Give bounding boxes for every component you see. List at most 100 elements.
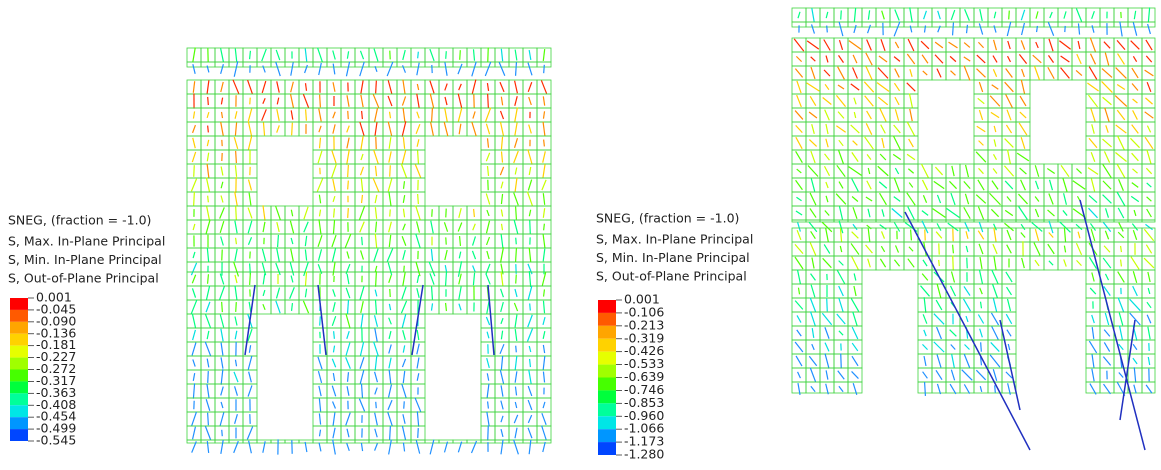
stress-arrow — [1104, 384, 1111, 394]
stress-arrow — [949, 42, 958, 48]
stress-arrow — [1007, 110, 1011, 121]
stress-arrow — [1061, 56, 1070, 62]
stress-arrow — [867, 111, 872, 119]
stress-arrow — [361, 250, 364, 259]
stress-arrow — [1036, 181, 1039, 189]
stress-arrow — [994, 12, 996, 19]
mesh-cell — [257, 440, 271, 443]
stress-arrow — [893, 154, 901, 159]
stress-arrow — [895, 69, 900, 78]
stress-arrow — [909, 139, 914, 147]
stress-arrow — [811, 57, 816, 61]
stress-arrow — [796, 211, 802, 215]
stress-arrow — [991, 209, 998, 216]
stress-arrow — [389, 358, 391, 369]
stress-arrow — [248, 356, 252, 370]
stress-arrow — [208, 97, 209, 105]
stress-arrow — [880, 225, 887, 230]
stress-arrow — [417, 221, 420, 232]
stress-arrow — [1145, 112, 1154, 118]
stress-arrow — [460, 50, 461, 60]
stress-arrow — [291, 94, 294, 107]
stress-arrow — [868, 259, 871, 268]
stress-arrow — [249, 345, 250, 352]
stress-arrow — [403, 414, 405, 424]
mesh-cell — [509, 440, 523, 443]
stress-arrow — [472, 62, 476, 77]
stress-arrow — [360, 206, 365, 219]
stress-arrow — [839, 261, 844, 266]
stress-arrow — [1133, 230, 1136, 240]
stress-arrow — [332, 151, 336, 164]
mesh-cell — [834, 220, 848, 222]
stress-arrow — [193, 359, 195, 366]
stress-arrow — [306, 109, 307, 120]
stress-arrow — [877, 83, 889, 92]
mesh-cell — [257, 62, 271, 67]
stress-arrow — [221, 343, 223, 356]
stress-arrow — [1103, 258, 1111, 268]
stress-arrow — [194, 192, 195, 206]
stress-arrow — [851, 125, 860, 133]
stress-arrow — [401, 301, 406, 313]
stress-arrow — [826, 56, 828, 63]
stress-arrow — [992, 85, 999, 90]
stress-arrow — [1119, 223, 1123, 232]
stress-arrow — [317, 179, 322, 192]
stress-arrow — [812, 344, 814, 350]
stress-arrow — [964, 299, 971, 311]
stress-arrow — [528, 180, 531, 191]
stress-arrow — [852, 179, 859, 192]
stress-arrow — [978, 98, 985, 103]
stress-arrow — [1032, 223, 1042, 232]
stress-arrow — [1063, 178, 1067, 191]
stress-arrow — [528, 400, 532, 410]
mesh-cell — [299, 62, 313, 67]
stress-arrow — [305, 249, 306, 260]
color-band — [10, 417, 28, 429]
stress-arrow — [403, 250, 406, 260]
stress-arrow — [235, 111, 237, 119]
stress-arrow — [1007, 330, 1011, 337]
stress-arrow — [333, 50, 335, 59]
stress-arrow — [1115, 96, 1127, 107]
color-band — [598, 300, 616, 313]
color-band — [598, 416, 616, 429]
stress-arrow — [908, 207, 914, 220]
stress-arrow — [529, 50, 531, 60]
stress-arrow — [375, 290, 377, 297]
stress-arrow — [389, 331, 391, 339]
stress-arrow — [347, 443, 350, 451]
stress-arrow — [361, 167, 364, 175]
stress-arrow — [1019, 207, 1028, 220]
stress-arrow — [1076, 169, 1081, 174]
stress-arrow — [417, 330, 419, 340]
stress-arrow — [964, 384, 969, 393]
stress-arrow — [235, 331, 237, 339]
stress-arrow — [390, 112, 391, 118]
stress-arrow — [1121, 246, 1122, 252]
stress-arrow — [220, 412, 224, 425]
stress-arrow — [865, 96, 874, 106]
mesh-cell — [187, 62, 201, 67]
mesh-cell — [453, 440, 467, 443]
stress-arrow — [1006, 125, 1011, 133]
stress-arrow — [1118, 136, 1125, 150]
stress-arrow — [333, 112, 335, 119]
stress-arrow — [936, 370, 942, 379]
stress-arrow — [868, 10, 869, 19]
stress-arrow — [949, 181, 956, 188]
stress-arrow — [880, 259, 885, 267]
stress-arrow — [333, 428, 335, 438]
mesh-cell — [187, 440, 201, 443]
stress-arrow — [924, 356, 926, 366]
stress-arrow — [361, 313, 363, 328]
stress-arrow — [921, 41, 929, 49]
stress-arrow — [206, 314, 211, 327]
stress-arrow — [979, 244, 983, 254]
stress-arrow — [825, 353, 829, 368]
stress-arrow — [937, 355, 941, 368]
stress-arrow — [965, 9, 970, 21]
stress-arrow — [291, 62, 293, 75]
mesh-cell — [890, 220, 904, 222]
